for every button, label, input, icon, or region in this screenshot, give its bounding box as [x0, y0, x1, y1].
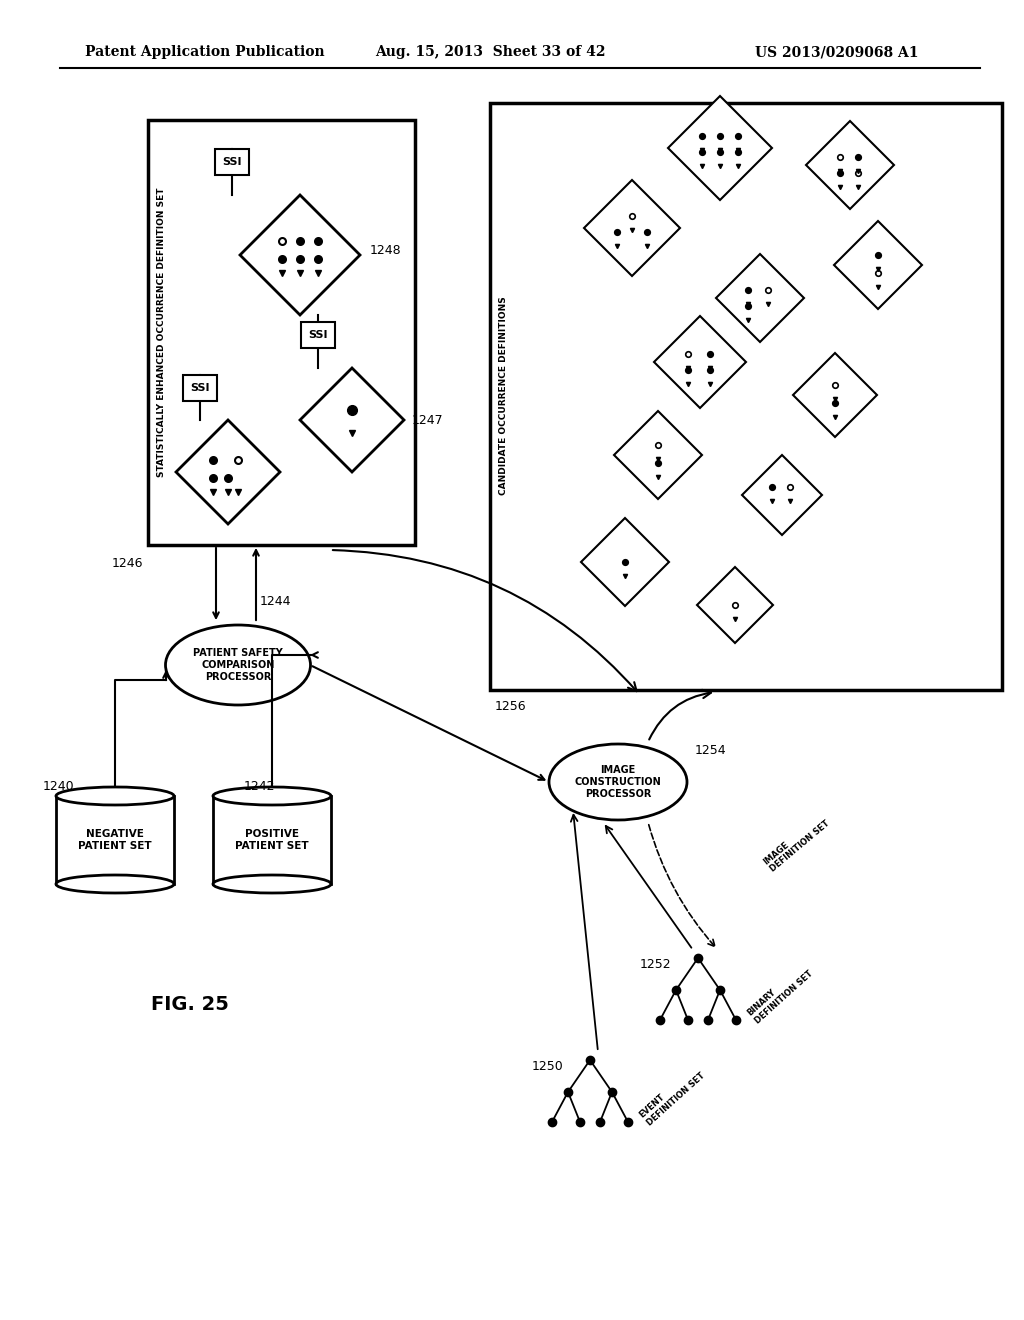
Polygon shape [240, 195, 360, 315]
Polygon shape [716, 253, 804, 342]
Polygon shape [742, 455, 822, 535]
Polygon shape [668, 96, 772, 201]
Text: 1244: 1244 [260, 595, 292, 609]
FancyBboxPatch shape [56, 796, 174, 884]
Polygon shape [654, 315, 746, 408]
Text: IMAGE
CONSTRUCTION
PROCESSOR: IMAGE CONSTRUCTION PROCESSOR [574, 766, 662, 799]
Ellipse shape [213, 787, 331, 805]
Polygon shape [793, 352, 877, 437]
Text: SSI: SSI [190, 383, 210, 393]
Text: FIG. 25: FIG. 25 [152, 995, 229, 1015]
Text: 1256: 1256 [495, 700, 526, 713]
FancyBboxPatch shape [183, 375, 217, 401]
FancyArrowPatch shape [333, 550, 637, 692]
Text: 1250: 1250 [532, 1060, 564, 1073]
FancyBboxPatch shape [213, 796, 331, 884]
Text: CANDIDATE OCCURRENCE DEFINITIONS: CANDIDATE OCCURRENCE DEFINITIONS [500, 297, 509, 495]
Text: 1242: 1242 [244, 780, 275, 793]
Ellipse shape [213, 875, 331, 894]
FancyArrowPatch shape [649, 690, 711, 739]
Ellipse shape [549, 744, 687, 820]
FancyBboxPatch shape [490, 103, 1002, 690]
FancyBboxPatch shape [301, 322, 335, 348]
Polygon shape [584, 180, 680, 276]
Polygon shape [614, 411, 702, 499]
Text: 1248: 1248 [370, 243, 401, 256]
Text: SSI: SSI [308, 330, 328, 341]
Text: IMAGE
DEFINITION SET: IMAGE DEFINITION SET [762, 812, 831, 874]
Text: BINARY
DEFINITION SET: BINARY DEFINITION SET [746, 961, 814, 1026]
Text: EVENT
DEFINITION SET: EVENT DEFINITION SET [638, 1063, 707, 1127]
Text: 1246: 1246 [112, 557, 143, 570]
Polygon shape [300, 368, 404, 473]
Text: 1247: 1247 [412, 413, 443, 426]
Text: US 2013/0209068 A1: US 2013/0209068 A1 [755, 45, 919, 59]
Polygon shape [581, 517, 669, 606]
Polygon shape [834, 220, 922, 309]
Text: 1240: 1240 [43, 780, 75, 793]
Polygon shape [806, 121, 894, 209]
Text: NEGATIVE
PATIENT SET: NEGATIVE PATIENT SET [78, 829, 152, 851]
Text: PATIENT SAFETY
COMPARISON
PROCESSOR: PATIENT SAFETY COMPARISON PROCESSOR [194, 648, 283, 681]
FancyBboxPatch shape [215, 149, 249, 176]
FancyBboxPatch shape [148, 120, 415, 545]
Text: 1252: 1252 [640, 958, 672, 972]
Text: SSI: SSI [222, 157, 242, 168]
Polygon shape [176, 420, 280, 524]
Polygon shape [697, 568, 773, 643]
Ellipse shape [56, 875, 174, 894]
Text: Aug. 15, 2013  Sheet 33 of 42: Aug. 15, 2013 Sheet 33 of 42 [375, 45, 605, 59]
Text: POSITIVE
PATIENT SET: POSITIVE PATIENT SET [236, 829, 309, 851]
Text: 1254: 1254 [695, 744, 727, 756]
Ellipse shape [56, 787, 174, 805]
Text: Patent Application Publication: Patent Application Publication [85, 45, 325, 59]
Text: STATISTICALLY ENHANCED OCCURRENCE DEFINITION SET: STATISTICALLY ENHANCED OCCURRENCE DEFINI… [158, 187, 167, 477]
Ellipse shape [166, 624, 310, 705]
